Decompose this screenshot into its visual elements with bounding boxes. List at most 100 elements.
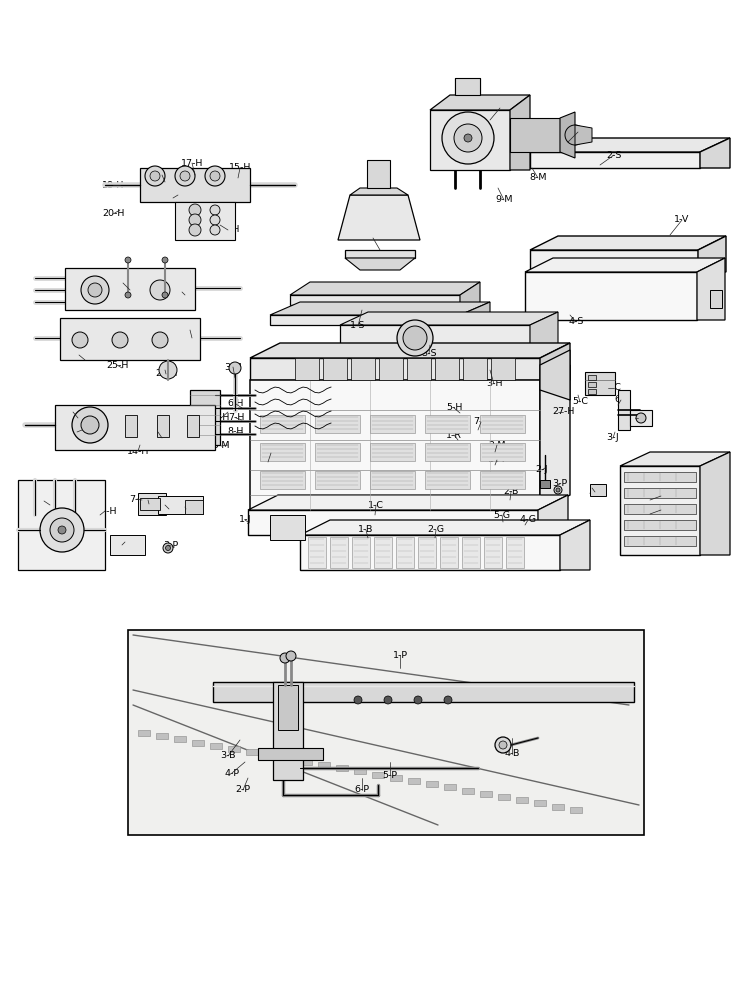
Polygon shape (430, 110, 510, 170)
Bar (318, 762, 330, 768)
Bar (336, 765, 348, 771)
Text: 24-H: 24-H (155, 369, 177, 378)
Text: 3-J: 3-J (143, 499, 156, 508)
Bar (192, 740, 204, 746)
Text: 25-H: 25-H (106, 360, 128, 369)
Polygon shape (530, 152, 700, 168)
Bar (480, 415, 525, 433)
Text: 6-P: 6-P (354, 786, 369, 794)
Text: 5-P: 5-P (383, 770, 398, 780)
Text: 4-G: 4-G (520, 516, 536, 524)
Polygon shape (273, 682, 303, 780)
Text: 7-M: 7-M (491, 104, 509, 112)
Polygon shape (700, 452, 730, 555)
Circle shape (88, 283, 102, 297)
Circle shape (280, 653, 290, 663)
Text: 13-H: 13-H (147, 428, 169, 436)
Polygon shape (540, 365, 570, 510)
Text: 8-S: 8-S (630, 414, 646, 422)
Text: 3-J: 3-J (607, 434, 620, 442)
Text: 28-H: 28-H (66, 428, 88, 436)
Polygon shape (618, 390, 630, 430)
Circle shape (495, 737, 511, 753)
Bar (444, 784, 456, 790)
Polygon shape (248, 510, 538, 535)
Circle shape (210, 205, 220, 215)
Text: 30-H: 30-H (33, 496, 55, 506)
Circle shape (384, 696, 392, 704)
Circle shape (150, 171, 160, 181)
Circle shape (556, 488, 560, 492)
Text: 2-M: 2-M (488, 440, 506, 450)
Text: 6-J: 6-J (614, 395, 627, 404)
Circle shape (112, 332, 128, 348)
Text: 16-H: 16-H (151, 170, 173, 180)
Bar (174, 736, 186, 742)
Polygon shape (345, 250, 415, 258)
Polygon shape (367, 160, 390, 188)
Text: 5-S: 5-S (653, 506, 669, 514)
Text: 2-H: 2-H (213, 414, 229, 422)
Polygon shape (510, 95, 530, 170)
Text: 27-H: 27-H (552, 408, 575, 416)
Polygon shape (352, 537, 370, 568)
Circle shape (145, 166, 165, 186)
Bar (282, 756, 294, 762)
Bar (588, 389, 596, 394)
Polygon shape (530, 250, 698, 272)
Text: 1-J: 1-J (238, 516, 251, 524)
Bar (408, 778, 420, 784)
Circle shape (72, 407, 108, 443)
Circle shape (189, 214, 201, 226)
Text: 1-B: 1-B (358, 526, 374, 534)
Polygon shape (525, 258, 725, 272)
Text: 31-H: 31-H (94, 506, 117, 516)
Polygon shape (460, 302, 490, 325)
Polygon shape (697, 258, 725, 320)
Polygon shape (700, 138, 730, 168)
Bar (516, 797, 528, 803)
Text: 4-P: 4-P (224, 768, 240, 778)
Circle shape (189, 204, 201, 216)
Polygon shape (698, 236, 726, 272)
Circle shape (163, 543, 173, 553)
Bar (110, 535, 145, 555)
Bar (390, 775, 402, 781)
Text: 5-M: 5-M (212, 442, 230, 450)
Bar (370, 443, 415, 461)
Polygon shape (374, 537, 392, 568)
Polygon shape (506, 537, 524, 568)
Bar (158, 496, 203, 514)
Polygon shape (624, 472, 696, 482)
Circle shape (125, 292, 131, 298)
Circle shape (444, 696, 452, 704)
Bar (372, 772, 384, 778)
Polygon shape (351, 358, 375, 380)
Bar (315, 415, 360, 433)
Polygon shape (624, 536, 696, 546)
Bar (540, 480, 550, 488)
Circle shape (499, 741, 507, 749)
Polygon shape (560, 112, 575, 158)
Circle shape (162, 257, 168, 263)
Bar (590, 484, 606, 496)
Bar (300, 759, 312, 765)
Polygon shape (295, 358, 319, 380)
Text: 5-J: 5-J (589, 488, 602, 496)
Text: 6-S: 6-S (653, 491, 669, 500)
Bar (354, 768, 366, 774)
Text: 1-C: 1-C (368, 500, 384, 510)
Bar (480, 443, 525, 461)
Circle shape (286, 651, 296, 661)
Circle shape (229, 362, 241, 374)
Circle shape (636, 413, 646, 423)
Circle shape (403, 326, 427, 350)
Circle shape (159, 361, 177, 379)
Polygon shape (379, 358, 403, 380)
Polygon shape (624, 488, 696, 498)
Circle shape (150, 280, 170, 300)
Polygon shape (18, 480, 105, 570)
Bar (570, 807, 582, 813)
Text: 4-B: 4-B (505, 750, 520, 758)
Bar (425, 471, 470, 489)
